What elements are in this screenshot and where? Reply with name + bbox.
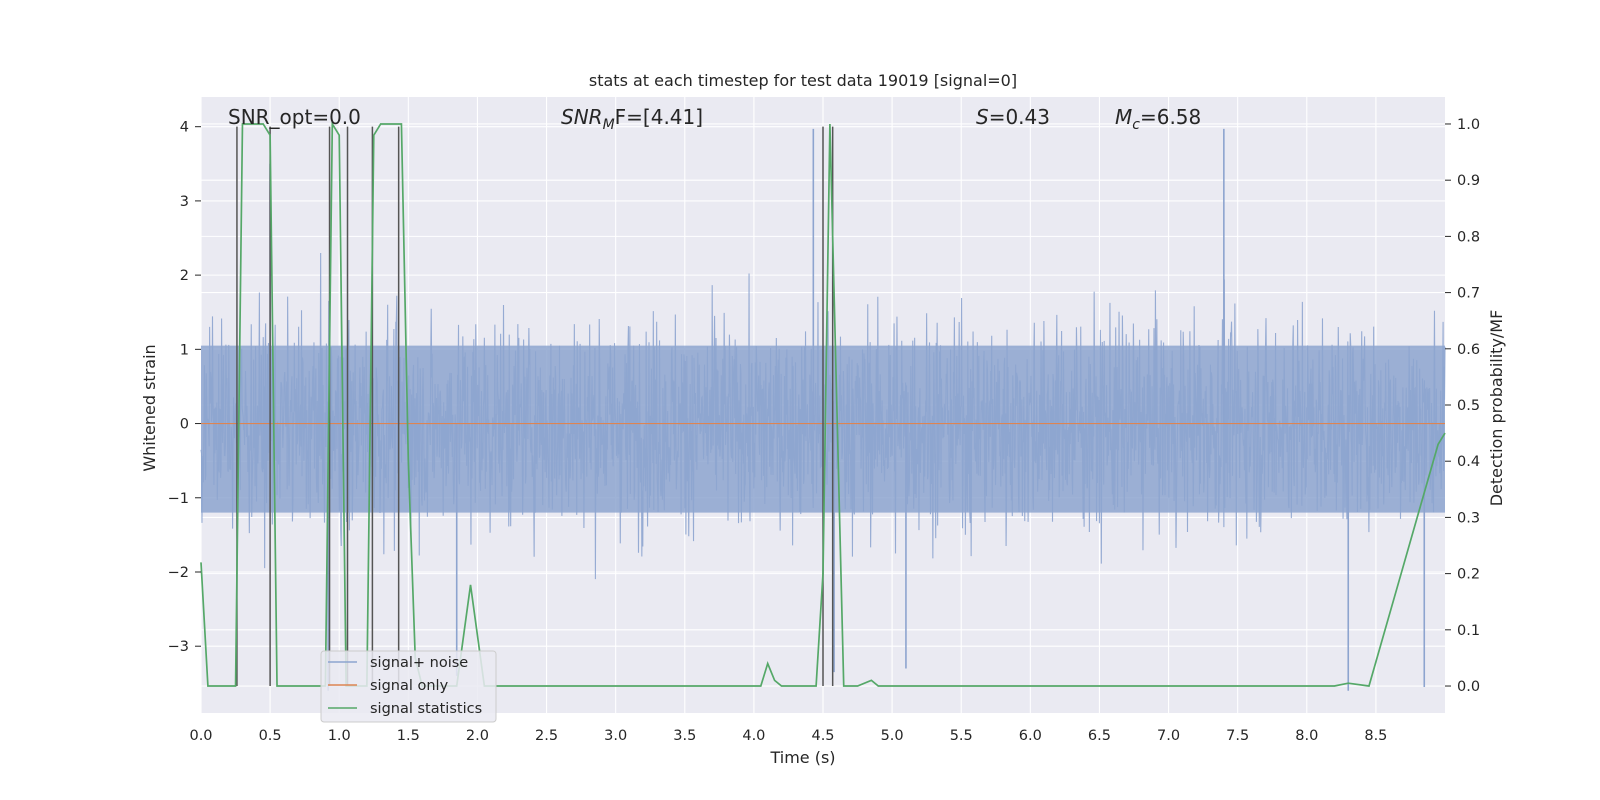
- y-tick-label: −1: [168, 491, 189, 507]
- plot-area: [200, 97, 1446, 713]
- x-tick-label: 0.5: [259, 728, 282, 744]
- y-right-tick-label: 0.9: [1457, 173, 1480, 189]
- x-tick-label: 6.5: [1088, 728, 1111, 744]
- legend-label-stats: signal statistics: [370, 701, 482, 717]
- mc-symbol: M: [1115, 105, 1132, 129]
- chart-title: stats at each timestep for test data 190…: [589, 71, 1017, 90]
- y-right-axis-label: Detection probability/MF: [1487, 310, 1506, 507]
- legend-label-noise: signal+ noise: [370, 655, 468, 671]
- legend: signal+ noise signal only signal statist…: [320, 650, 497, 723]
- y-right-tick-label: 0.1: [1457, 623, 1480, 639]
- signal-statistics-line: [200, 121, 1446, 687]
- y-right-tick-label: 0.6: [1457, 342, 1480, 358]
- mc-annotation: Mc=6.58: [1115, 105, 1201, 133]
- y-tick-label: 2: [180, 268, 189, 284]
- legend-label-signal: signal only: [370, 678, 449, 694]
- y-tick-label: 1: [180, 342, 189, 358]
- s-symbol: S: [976, 105, 989, 129]
- x-tick-label: 4.5: [811, 728, 834, 744]
- y-right-tick-label: 0.3: [1457, 510, 1480, 526]
- x-tick-label: 6.0: [1019, 728, 1042, 744]
- x-tick-label: 5.5: [950, 728, 973, 744]
- snr-mf-symbol: SNR: [561, 105, 603, 129]
- x-tick-label: 1.5: [397, 728, 420, 744]
- x-tick-label: 8.5: [1364, 728, 1387, 744]
- x-tick-label: 5.0: [881, 728, 904, 744]
- axes: 0.0 0.5 1.0 1.5 2.0 2.5 3.0 3.5 4.0 4.5 5.0 5.5 6.0 6…: [168, 117, 1480, 744]
- y-right-tick-label: 0.5: [1457, 398, 1480, 414]
- y-right-tick-label: 0.8: [1457, 229, 1480, 245]
- x-tick-label: 8.0: [1295, 728, 1318, 744]
- x-tick-label: 7.0: [1157, 728, 1180, 744]
- x-tick-label: 3.5: [673, 728, 696, 744]
- y-tick-label: 4: [180, 120, 189, 136]
- legend-box: [320, 650, 497, 723]
- y-tick-label: 3: [180, 194, 189, 210]
- x-tick-label: 1.0: [328, 728, 351, 744]
- snr-opt-annotation: SNR_opt=0.0: [228, 105, 361, 129]
- x-tick-label: 2.0: [466, 728, 489, 744]
- y-axis-label: Whitened strain: [140, 344, 159, 471]
- mc-value: =6.58: [1140, 105, 1201, 129]
- snr-mf-annotation: SNRMF=[4.41]: [561, 105, 703, 133]
- x-tick-label: 3.0: [604, 728, 627, 744]
- s-value: =0.43: [989, 105, 1050, 129]
- x-tick-label: 0.0: [189, 728, 212, 744]
- snr-mf-value: F=[4.41]: [615, 105, 703, 129]
- y-right-tick-label: 1.0: [1457, 117, 1480, 133]
- mc-subscript: c: [1132, 117, 1140, 133]
- y-right-tick-label: 0.4: [1457, 454, 1480, 470]
- snr-mf-subscript: M: [603, 117, 615, 133]
- x-axis-label: Time (s): [769, 748, 835, 767]
- y-right-tick-label: 0.0: [1457, 679, 1480, 695]
- y-right-tick-label: 0.7: [1457, 286, 1480, 302]
- x-tick-label: 2.5: [535, 728, 558, 744]
- y-right-tick-label: 0.2: [1457, 567, 1480, 583]
- x-tick-label: 4.0: [742, 728, 765, 744]
- x-tick-label: 7.5: [1226, 728, 1249, 744]
- s-annotation: S=0.43: [976, 105, 1050, 129]
- y-tick-label: 0: [180, 417, 189, 433]
- annotations: SNR_opt=0.0 SNRMF=[4.41] S=0.43 Mc=6.58: [228, 105, 1201, 133]
- y-tick-label: −3: [168, 639, 189, 655]
- y-tick-label: −2: [168, 565, 189, 581]
